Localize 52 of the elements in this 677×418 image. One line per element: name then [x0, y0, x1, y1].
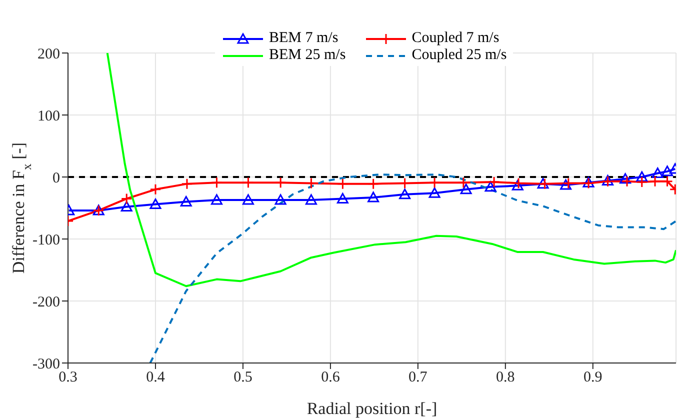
- point: [368, 192, 380, 202]
- point: [150, 198, 162, 210]
- legend-label: BEM 25 m/s: [269, 47, 346, 64]
- point: [150, 184, 162, 196]
- point: [460, 184, 472, 194]
- point: [242, 176, 254, 188]
- point: [560, 179, 572, 190]
- point: [274, 176, 286, 188]
- legend-label: Coupled 7 m/s: [412, 30, 500, 47]
- y-tick-label: -200: [32, 294, 60, 310]
- point: [621, 176, 633, 188]
- point: [484, 181, 496, 192]
- x-tick-label: 0.4: [146, 370, 166, 386]
- legend-label: Coupled 25 m/s: [412, 47, 507, 64]
- point: [180, 196, 192, 207]
- point: [620, 173, 632, 184]
- x-tick-label: 0.6: [321, 370, 340, 386]
- x-tick-label: 0.9: [584, 370, 602, 386]
- y-tick-label: 0: [52, 170, 60, 186]
- point: [488, 176, 500, 188]
- line-series: [149, 174, 676, 363]
- point: [210, 194, 222, 205]
- x-tick-label: 0.5: [234, 370, 252, 386]
- point: [210, 176, 222, 188]
- point: [649, 176, 661, 188]
- y-tick-label: -300: [32, 356, 60, 372]
- point: [242, 194, 254, 205]
- point: [428, 176, 440, 188]
- point: [336, 178, 348, 190]
- point: [512, 180, 524, 190]
- point: [120, 192, 132, 204]
- point: [636, 171, 648, 182]
- point: [652, 168, 664, 178]
- x-tick-label: 0.7: [408, 370, 428, 386]
- x-tick-label: 0.3: [58, 370, 78, 386]
- legend-label: BEM 7 m/s: [269, 30, 338, 47]
- point: [662, 176, 673, 188]
- point: [368, 178, 380, 190]
- x-tick-label: 0.8: [496, 370, 515, 386]
- point: [428, 187, 440, 198]
- point: [662, 166, 673, 176]
- point: [181, 178, 193, 190]
- y-tick-label: -100: [32, 232, 60, 248]
- point: [305, 194, 317, 205]
- x-axis-title: Radial position r[-]: [306, 399, 438, 418]
- y-tick-label: 100: [38, 108, 60, 124]
- point: [636, 176, 648, 188]
- point: [399, 188, 411, 200]
- point: [274, 194, 286, 205]
- y-tick-label: 200: [38, 46, 60, 62]
- point: [336, 192, 348, 204]
- point: [120, 201, 132, 212]
